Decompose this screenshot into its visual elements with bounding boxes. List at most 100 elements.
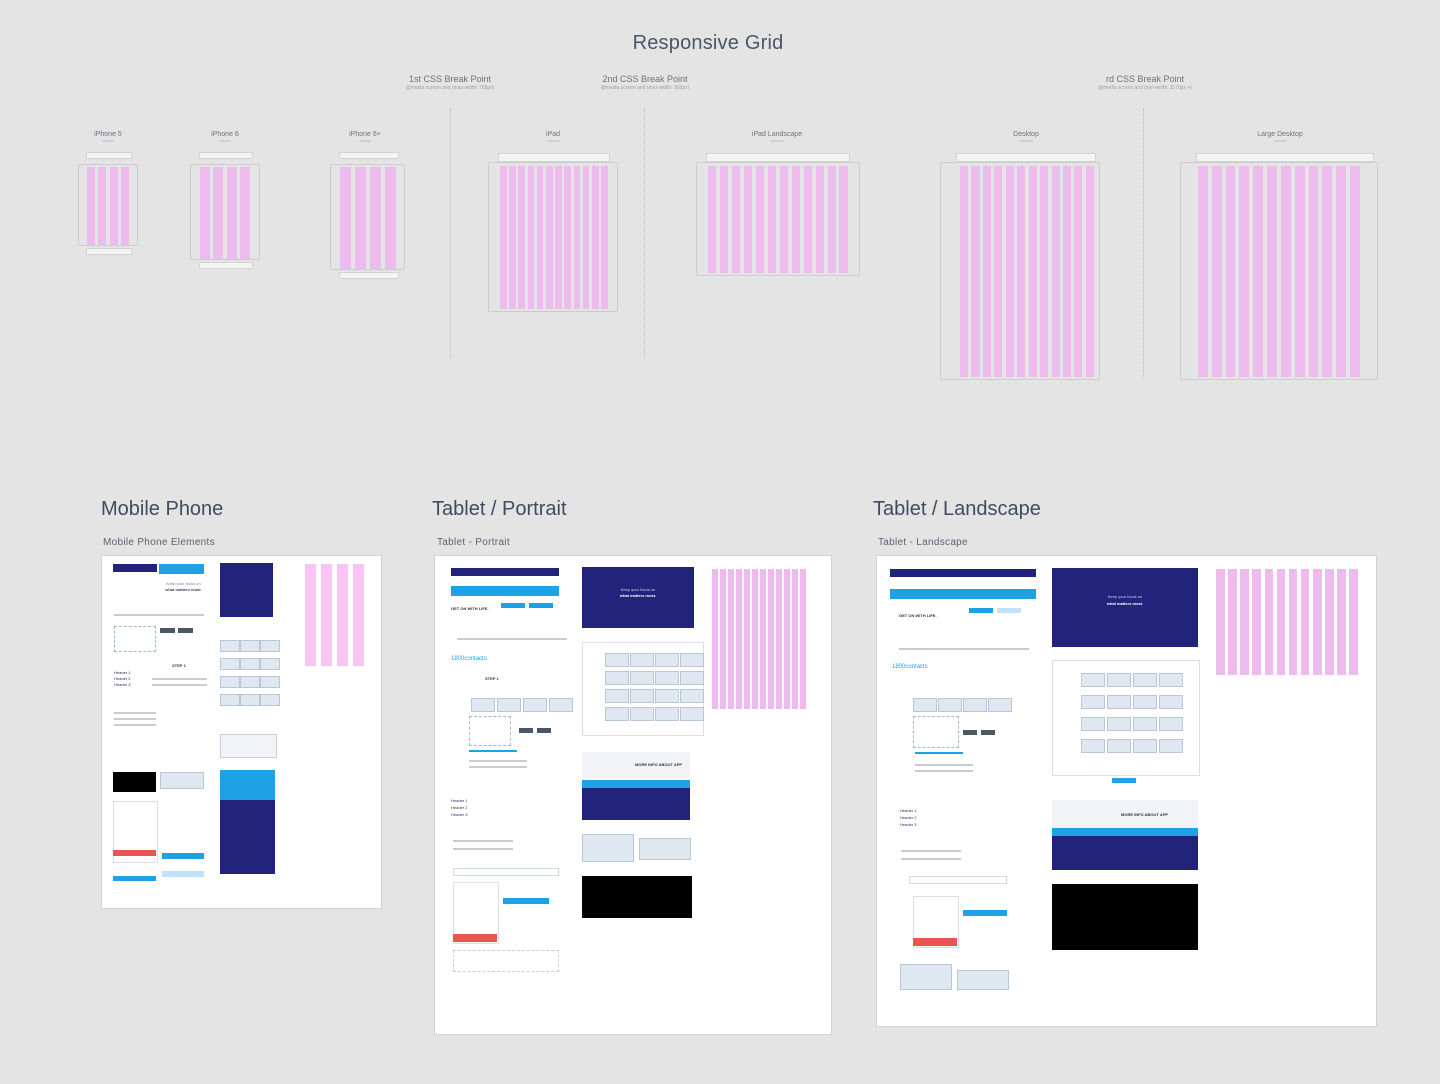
grid-column <box>1074 166 1083 377</box>
breakpoint-1-label: 1st CSS Break Point <box>408 74 492 84</box>
mock-paragraph <box>469 760 527 762</box>
device-desktop-mockup <box>940 150 1102 380</box>
section-title-mobile: Mobile Phone <box>101 498 224 520</box>
grid-column <box>370 167 381 269</box>
mock-logos <box>899 648 1029 650</box>
mock-quote <box>152 678 207 680</box>
mock-quote <box>901 850 961 852</box>
device-ipad-mockup <box>488 150 618 312</box>
breakpoint-2: 2nd CSS Break Point @media screen and (m… <box>565 74 725 91</box>
column-grid <box>500 166 608 309</box>
mock-button-light <box>162 871 204 877</box>
browser-bar <box>706 153 850 162</box>
device-ipad-landscape-mockup <box>696 150 862 276</box>
mock-hero-navy <box>1052 568 1198 647</box>
grid-column <box>800 569 806 709</box>
board-label-mobile[interactable]: Mobile Phone Elements <box>103 537 215 548</box>
grid-column <box>546 166 553 309</box>
device-size: 1440x900 <box>1273 139 1287 143</box>
breakpoint-3-sub: @media screen and (min-width: 1170px +) <box>1097 85 1193 91</box>
device-frame <box>696 162 860 276</box>
artboard-tablet-landscape[interactable]: GET ON WITH LIFE. 1800contacts Header 1 … <box>876 555 1377 1027</box>
device-iphone6-label: iPhone 6 375x667 <box>195 131 255 143</box>
status-bar <box>86 152 132 159</box>
grid-column <box>1288 569 1298 675</box>
mock-thumbs <box>451 694 573 714</box>
breakpoint-3-divider <box>1143 108 1144 378</box>
mock-quote <box>152 684 207 686</box>
grid-column <box>1017 166 1026 377</box>
mock-blue-bar <box>890 589 1036 599</box>
mock-grid-columns <box>1216 569 1358 675</box>
mock-header2: Header 2 <box>451 805 468 810</box>
mock-video <box>582 876 692 918</box>
mock-header3: Header 3 <box>451 812 468 817</box>
grid-column <box>536 166 544 309</box>
browser-bar <box>498 153 610 162</box>
toolbar <box>199 262 253 269</box>
mock-slider <box>469 750 517 752</box>
grid-column <box>555 166 562 309</box>
mock-dropdown-highlight <box>963 910 1007 916</box>
mock-video <box>113 772 156 792</box>
grid-column <box>767 166 777 273</box>
device-large-desktop-mockup <box>1180 150 1380 380</box>
device-frame <box>1180 162 1378 380</box>
board-label-tablet-landscape[interactable]: Tablet - Landscape <box>878 537 968 548</box>
device-frame <box>190 164 260 260</box>
mock-header <box>451 568 559 576</box>
grid-column <box>1252 569 1261 675</box>
grid-column <box>784 569 790 709</box>
mock-product-image <box>160 772 204 789</box>
artboard-tablet-portrait[interactable]: GET ON WITH LIFE. 1800contacts STEP 1 He… <box>434 555 832 1035</box>
grid-column <box>1325 569 1334 675</box>
mock-form <box>113 801 158 863</box>
grid-column <box>728 569 734 709</box>
mock-slider <box>915 752 963 754</box>
grid-column <box>1267 166 1277 377</box>
mock-product-grid <box>220 628 282 718</box>
device-name: iPhone 6+ <box>349 131 381 138</box>
grid-column <box>755 166 765 273</box>
page-title: Responsive Grid <box>632 32 784 54</box>
device-iphone6plus-label: iPhone 6+ 414x736 <box>335 131 395 143</box>
device-frame <box>330 164 405 270</box>
device-iphone5-mockup <box>78 152 138 256</box>
mock-grid-columns <box>712 569 806 709</box>
device-desktop-label: Desktop 1280x800 <box>996 131 1056 143</box>
browser-bar <box>956 153 1096 162</box>
grid-column <box>803 166 813 273</box>
mock-hero-line1: Keep your focus on <box>1107 594 1143 599</box>
grid-column <box>1308 166 1319 377</box>
artboard-mobile[interactable]: Keep your focus on what matters most. ST… <box>101 555 382 909</box>
mock-product-image <box>639 838 691 860</box>
board-label-tablet-portrait[interactable]: Tablet - Portrait <box>437 537 510 548</box>
grid-column <box>226 167 237 259</box>
mock-brand: 1800contacts <box>451 656 487 662</box>
mock-tooltip <box>981 730 995 735</box>
column-grid <box>1198 166 1360 377</box>
mock-blue-bar <box>159 564 204 574</box>
column-grid <box>960 166 1094 377</box>
mock-blue-bar <box>451 586 559 596</box>
mock-more-info: MORE INFO ABOUT APP <box>1121 812 1169 817</box>
mock-quote <box>453 848 513 850</box>
mock-get-on: GET ON WITH LIFE. <box>451 606 489 611</box>
grid-column <box>582 166 590 309</box>
mock-step: STEP 1 <box>485 676 499 681</box>
mock-button <box>1112 778 1136 783</box>
mock-footer-text <box>453 950 559 972</box>
mock-grid-col <box>337 564 348 666</box>
mock-form <box>453 882 499 944</box>
mock-paragraph <box>469 766 527 768</box>
column-grid <box>200 167 250 259</box>
mock-header2: Header 2 <box>900 815 917 820</box>
grid-column <box>776 569 782 709</box>
mock-header3: Header 3 <box>114 682 131 687</box>
grid-column <box>1028 166 1037 377</box>
mock-dropdown-highlight <box>503 898 549 904</box>
mock-logos <box>114 614 204 616</box>
mock-btn <box>501 603 525 608</box>
mock-header2: Header 2 <box>114 676 131 681</box>
mock-button <box>162 853 204 859</box>
